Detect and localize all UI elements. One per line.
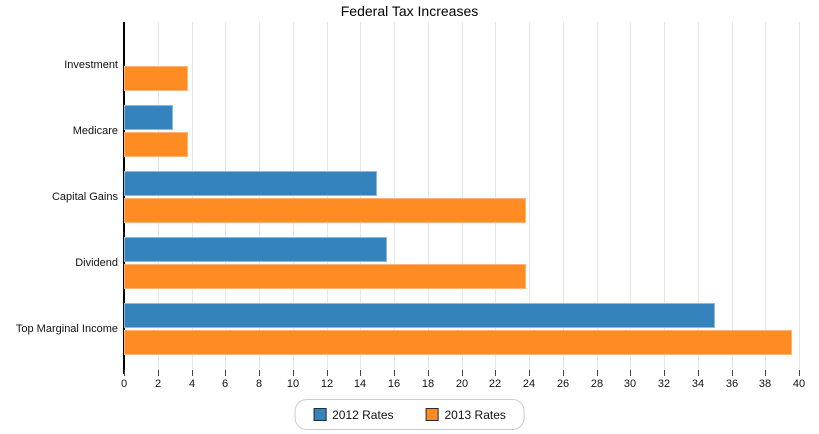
x-tick-label: 16	[387, 378, 401, 390]
x-tick	[259, 370, 260, 376]
x-tick	[765, 370, 766, 376]
x-tick-label: 2	[154, 378, 162, 390]
x-tick-label: 6	[221, 378, 229, 390]
legend-item: 2013 Rates	[425, 407, 506, 422]
x-tick-label: 0	[120, 378, 128, 390]
bar	[124, 198, 526, 223]
x-tick	[225, 370, 226, 376]
chart-title: Federal Tax Increases	[340, 3, 479, 19]
x-tick-label: 22	[488, 378, 502, 390]
bar	[124, 132, 188, 157]
bar	[124, 330, 792, 355]
x-tick-label: 20	[455, 378, 469, 390]
x-tick	[360, 370, 361, 376]
gridline	[394, 22, 395, 370]
gridline	[428, 22, 429, 370]
gridline	[158, 22, 159, 370]
category-label: Dividend	[75, 257, 118, 269]
x-tick	[563, 370, 564, 376]
x-tick	[664, 370, 665, 376]
gridline	[225, 22, 226, 370]
gridline	[732, 22, 733, 370]
x-tick-label: 40	[792, 378, 806, 390]
category-label: Capital Gains	[51, 191, 118, 203]
gridline	[765, 22, 766, 370]
gridline	[664, 22, 665, 370]
gridline	[360, 22, 361, 370]
x-tick-label: 36	[725, 378, 739, 390]
x-tick	[462, 370, 463, 376]
gridline	[563, 22, 564, 370]
gridline	[259, 22, 260, 370]
bar	[124, 105, 173, 130]
x-tick-label: 30	[623, 378, 637, 390]
x-tick	[630, 370, 631, 376]
plot-area	[124, 22, 800, 370]
category-label: Medicare	[72, 125, 118, 137]
gridline	[327, 22, 328, 370]
x-tick	[192, 370, 193, 376]
legend-swatch-icon	[313, 408, 327, 421]
bar	[124, 237, 387, 262]
gridline	[698, 22, 699, 370]
x-tick-label: 34	[691, 378, 705, 390]
legend-item-label: 2012 Rates	[332, 407, 394, 422]
gridline	[495, 22, 496, 370]
gridline	[799, 22, 800, 370]
x-tick-label: 8	[255, 378, 263, 390]
gridline	[192, 22, 193, 370]
gridline	[462, 22, 463, 370]
x-tick	[597, 370, 598, 376]
bar	[124, 171, 377, 196]
x-tick	[293, 370, 294, 376]
x-tick-label: 28	[590, 378, 604, 390]
x-tick	[327, 370, 328, 376]
x-tick-label: 10	[286, 378, 300, 390]
category-label: Investment	[64, 59, 118, 71]
x-tick	[428, 370, 429, 376]
x-tick	[124, 370, 125, 376]
x-tick	[698, 370, 699, 376]
legend-item: 2012 Rates	[313, 407, 394, 422]
x-tick-label: 24	[522, 378, 536, 390]
x-tick	[799, 370, 800, 376]
gridline	[630, 22, 631, 370]
x-tick-label: 26	[556, 378, 570, 390]
x-tick	[732, 370, 733, 376]
x-tick-label: 18	[421, 378, 435, 390]
x-tick	[495, 370, 496, 376]
x-tick	[394, 370, 395, 376]
bar	[124, 66, 188, 91]
bar	[124, 303, 715, 328]
x-tick	[158, 370, 159, 376]
category-label: Top Marginal Income	[15, 323, 118, 335]
x-tick-label: 32	[657, 378, 671, 390]
x-tick-label: 4	[188, 378, 196, 390]
legend: 2012 Rates 2013 Rates	[294, 399, 525, 430]
x-tick	[529, 370, 530, 376]
x-tick-label: 38	[758, 378, 772, 390]
legend-item-label: 2013 Rates	[444, 407, 506, 422]
x-tick-label: 14	[353, 378, 367, 390]
legend-swatch-icon	[425, 408, 439, 421]
gridline	[529, 22, 530, 370]
gridline	[597, 22, 598, 370]
gridline	[293, 22, 294, 370]
bar	[124, 264, 526, 289]
x-tick-label: 12	[320, 378, 334, 390]
